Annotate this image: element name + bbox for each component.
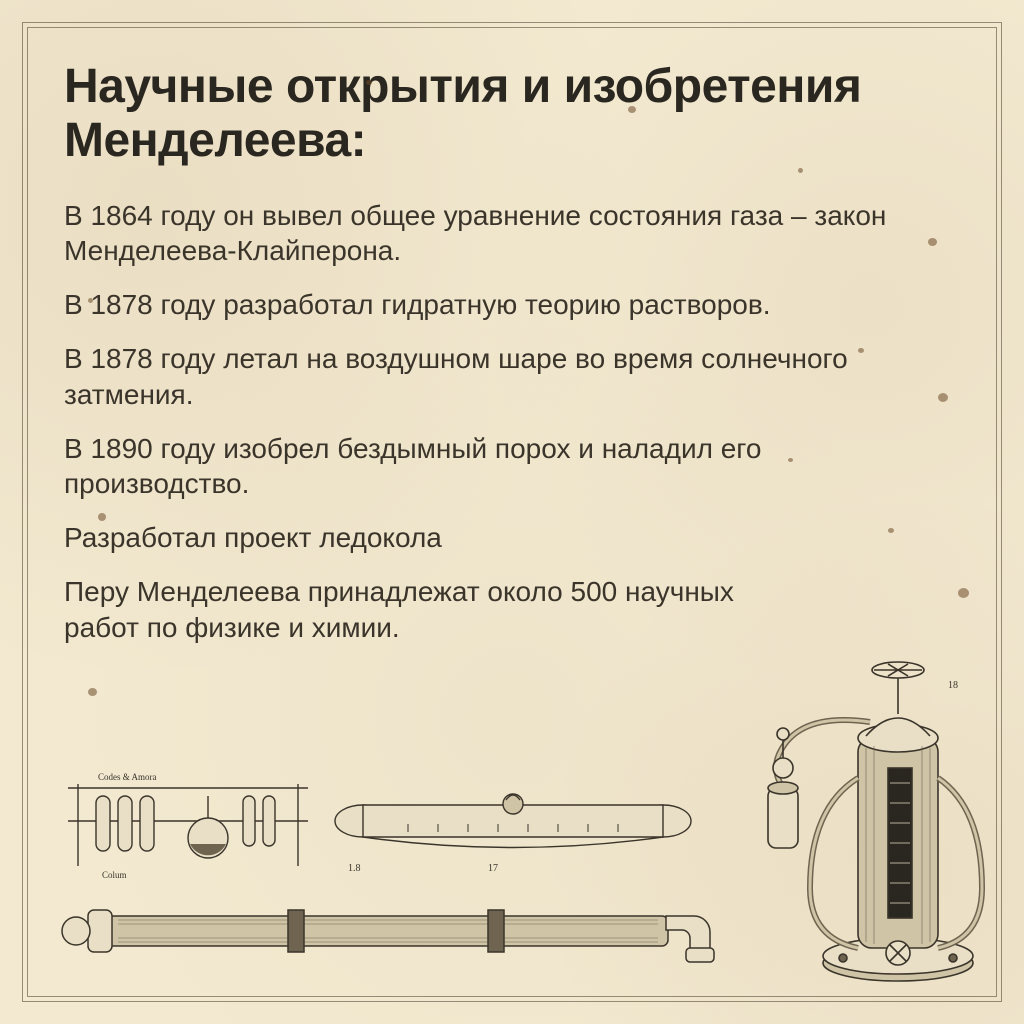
pipe-illustration — [58, 896, 738, 966]
svg-text:17: 17 — [488, 863, 498, 874]
page: Научные открытия и изобретения Менделеев… — [0, 0, 1024, 1024]
fact-item: В 1890 году изобрел бездымный порох и на… — [64, 431, 944, 503]
outer-border: Научные открытия и изобретения Менделеев… — [22, 22, 1002, 1002]
glassware-illustration: Codes & Amora Colum — [58, 766, 318, 886]
fact-item: Разработал проект ледокола — [64, 520, 764, 556]
inner-border: Научные открытия и изобретения Менделеев… — [27, 27, 997, 997]
fact-item: В 1878 году разработал гидратную теорию … — [64, 287, 944, 323]
page-title: Научные открытия и изобретения Менделеев… — [64, 60, 960, 168]
svg-text:Colum: Colum — [102, 870, 127, 880]
svg-text:Codes & Amora: Codes & Amora — [98, 772, 157, 782]
trough-illustration: 1.8 17 — [328, 786, 698, 881]
fact-item: В 1878 году летал на воздушном шаре во в… — [64, 341, 944, 413]
fact-item: Перу Менделеева принадлежат около 500 на… — [64, 574, 764, 646]
fact-item: В 1864 году он вывел общее уравнение сос… — [64, 198, 944, 270]
svg-text:18: 18 — [948, 680, 958, 691]
svg-text:1.8: 1.8 — [348, 863, 361, 874]
apparatus-illustration: 18 — [738, 618, 988, 988]
facts-list: В 1864 году он вывел общее уравнение сос… — [64, 198, 960, 646]
